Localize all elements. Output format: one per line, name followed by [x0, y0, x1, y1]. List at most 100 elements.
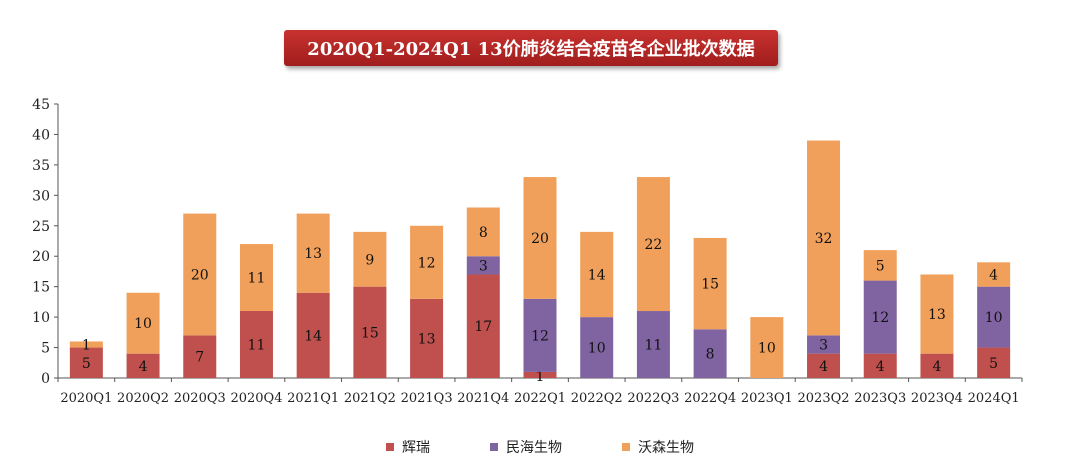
data-label: 20 [531, 231, 549, 247]
legend-item-walvax: 沃森生物 [622, 437, 694, 457]
bar-segment [920, 353, 954, 378]
data-label: 4 [989, 267, 998, 283]
data-label: 10 [758, 341, 776, 357]
data-label: 15 [361, 325, 379, 341]
bar-segment [126, 292, 160, 354]
data-label: 13 [418, 331, 436, 347]
bar-segment [69, 347, 103, 378]
x-tick-label: 2021Q3 [401, 391, 453, 406]
data-label: 13 [304, 246, 322, 262]
legend: 辉瑞 民海生物 沃森生物 [0, 437, 1080, 457]
legend-swatch-minhai [490, 443, 498, 451]
data-label: 11 [248, 338, 266, 354]
x-tick-label: 2023Q2 [798, 391, 850, 406]
legend-swatch-pfizer [386, 443, 394, 451]
legend-item-pfizer: 辉瑞 [386, 437, 430, 457]
data-label: 7 [195, 350, 204, 366]
data-label: 11 [644, 338, 662, 354]
data-label: 12 [531, 328, 549, 344]
bar-segment [523, 298, 557, 372]
bar-segment [523, 371, 557, 378]
data-label: 4 [139, 359, 148, 375]
x-tick-label: 2020Q3 [174, 391, 226, 406]
data-label: 13 [928, 307, 946, 323]
y-tick-label: 5 [41, 341, 50, 357]
data-label: 1 [536, 369, 545, 385]
bar-segment [410, 298, 444, 378]
y-tick-label: 40 [32, 127, 50, 143]
bar-segment [353, 231, 387, 287]
bar-segment [466, 207, 500, 257]
x-tick-label: 2021Q1 [287, 391, 339, 406]
y-tick-label: 0 [41, 371, 50, 387]
bar-segment [750, 317, 784, 378]
data-label: 12 [871, 310, 889, 326]
bar-segment [183, 213, 217, 336]
data-label: 20 [191, 267, 209, 283]
bar-segment [239, 311, 273, 378]
data-label: 5 [876, 258, 885, 274]
bar-segment [183, 335, 217, 378]
bar-segment [636, 177, 670, 312]
legend-label-walvax: 沃森生物 [638, 440, 694, 456]
data-label: 4 [819, 359, 828, 375]
y-tick-label: 45 [32, 97, 50, 113]
bar-segment [239, 244, 273, 312]
bar-segment [410, 225, 444, 299]
y-tick-label: 10 [32, 310, 50, 326]
x-tick-label: 2022Q1 [514, 391, 566, 406]
bar-segment [296, 213, 330, 293]
bar-segment [466, 256, 500, 275]
bar-segment [977, 347, 1011, 378]
x-tick-label: 2021Q2 [344, 391, 396, 406]
bar-segment [920, 274, 954, 354]
bar-segment [466, 274, 500, 378]
bar-segment [807, 140, 841, 336]
x-tick-label: 2023Q1 [741, 391, 793, 406]
x-tick-label: 2020Q4 [230, 391, 282, 406]
data-label: 1 [82, 338, 91, 354]
data-label: 4 [876, 359, 885, 375]
bar-segment [977, 286, 1011, 348]
y-tick-label: 15 [32, 280, 50, 296]
bar-segment [807, 335, 841, 354]
data-label: 14 [588, 267, 606, 283]
legend-label-pfizer: 辉瑞 [402, 440, 430, 456]
data-label: 17 [474, 319, 492, 335]
data-label: 3 [819, 338, 828, 354]
x-tick-label: 2020Q1 [60, 391, 112, 406]
bar-segment [523, 177, 557, 299]
data-label: 9 [365, 252, 374, 268]
data-label: 10 [134, 316, 152, 332]
x-tick-label: 2024Q1 [968, 391, 1020, 406]
legend-swatch-walvax [622, 443, 630, 451]
bar-segment [863, 280, 897, 354]
bar-segment [636, 311, 670, 378]
bar-segment [863, 250, 897, 281]
chart-title: 2020Q1-2024Q1 13价肺炎结合疫苗各企业批次数据 [284, 30, 778, 66]
data-label: 4 [932, 359, 941, 375]
bar-segment [863, 353, 897, 378]
bar-segment [693, 329, 727, 378]
data-label: 8 [479, 225, 488, 241]
x-tick-label: 2022Q2 [571, 391, 623, 406]
y-tick-label: 20 [32, 249, 50, 265]
x-tick-label: 2021Q4 [457, 391, 509, 406]
data-label: 15 [701, 277, 719, 293]
bar-segment [353, 286, 387, 378]
bar-segment [580, 317, 614, 378]
data-label: 10 [985, 310, 1003, 326]
y-tick-label: 30 [32, 188, 50, 204]
data-label: 32 [815, 231, 833, 247]
legend-label-minhai: 民海生物 [506, 440, 562, 456]
x-tick-label: 2020Q2 [117, 391, 169, 406]
x-tick-label: 2023Q3 [854, 391, 906, 406]
bar-segment [580, 231, 614, 318]
data-label: 14 [304, 328, 322, 344]
x-tick-label: 2022Q4 [684, 391, 736, 406]
bar-segment [807, 353, 841, 378]
data-label: 12 [418, 255, 436, 271]
data-label: 10 [588, 341, 606, 357]
data-label: 11 [248, 271, 266, 287]
